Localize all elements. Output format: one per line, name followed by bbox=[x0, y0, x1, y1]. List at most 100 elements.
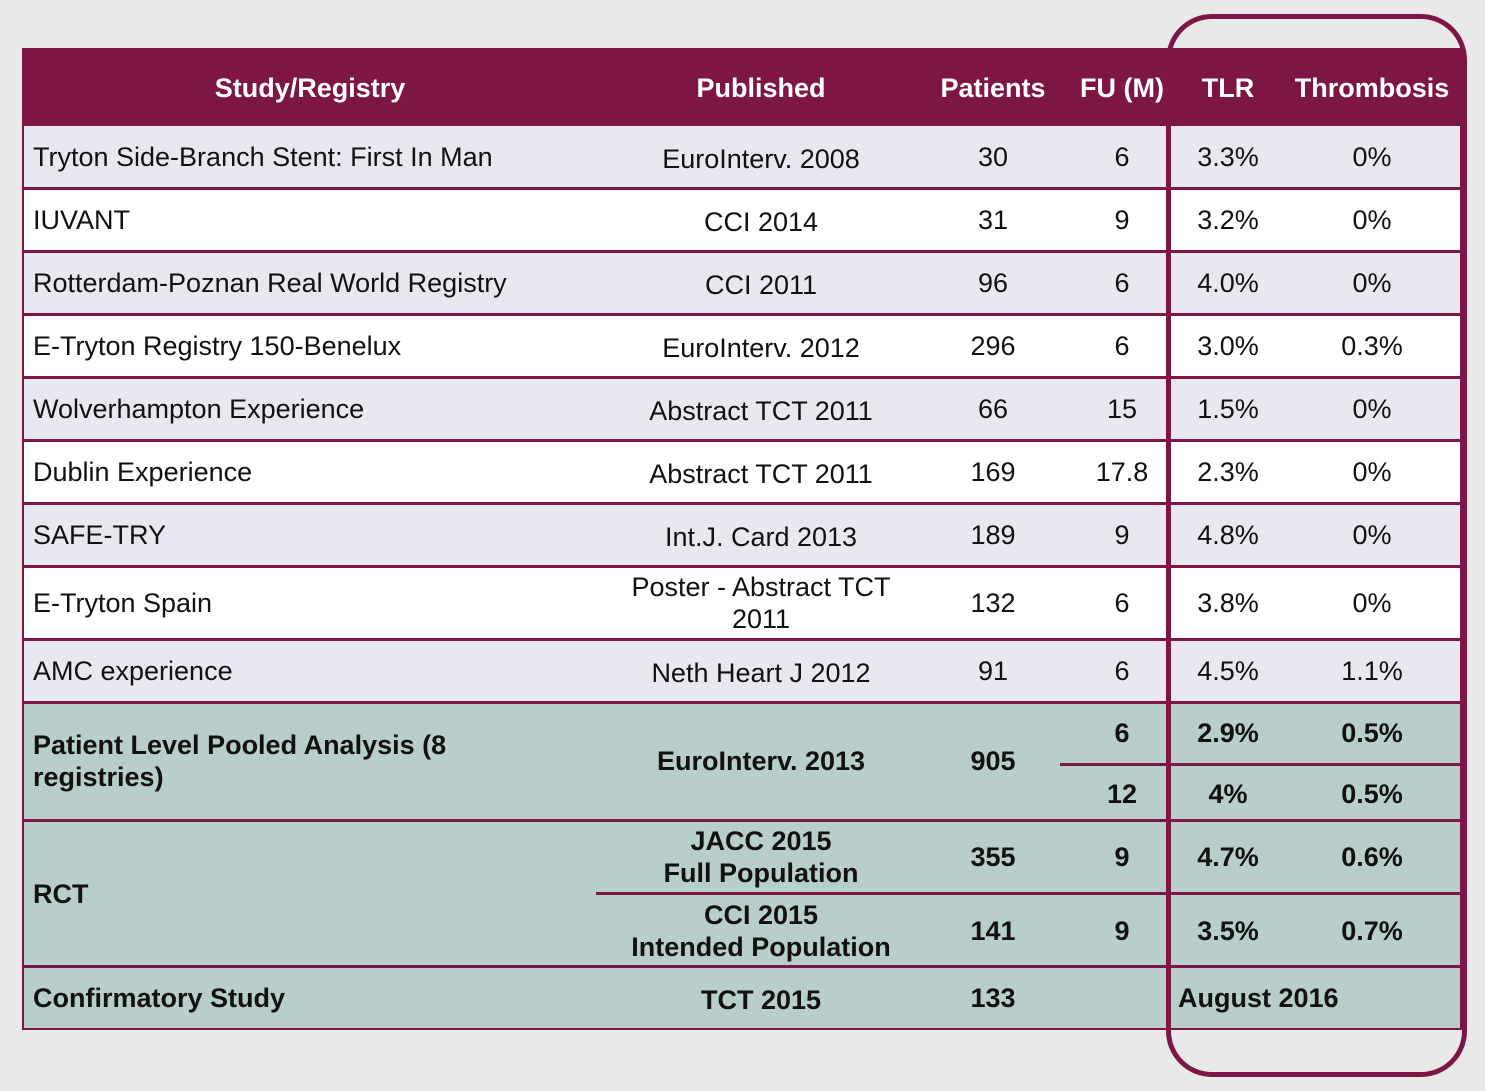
row-thrombosis: 0% bbox=[1352, 457, 1392, 487]
rct-thrombosis-2: 0.7% bbox=[1341, 916, 1403, 946]
row-divider bbox=[24, 965, 1460, 968]
pooled-study-line1: Patient Level Pooled Analysis (8 bbox=[33, 730, 447, 760]
row-fu: 17.8 bbox=[1095, 457, 1149, 487]
header-fu: FU (M) bbox=[1080, 73, 1164, 103]
row-patients: 132 bbox=[970, 588, 1016, 618]
row-thrombosis: 0% bbox=[1352, 205, 1392, 235]
row-thrombosis: 0% bbox=[1352, 588, 1392, 618]
header-thrombosis: Thrombosis bbox=[1294, 73, 1450, 103]
rct-patients-1: 355 bbox=[970, 842, 1016, 872]
table-row bbox=[24, 640, 1460, 702]
results-table: Study/Registry Published Patients FU (M)… bbox=[22, 48, 1462, 1030]
pooled-tlr-6: 2.9% bbox=[1197, 718, 1259, 748]
row-study: E-Tryton Spain bbox=[33, 588, 213, 618]
rct-tlr-1: 4.7% bbox=[1197, 842, 1259, 872]
pooled-fu-12: 12 bbox=[1106, 778, 1138, 809]
column-divider bbox=[1167, 126, 1170, 1030]
row-divider bbox=[24, 701, 1460, 704]
confirmatory-patients: 133 bbox=[970, 983, 1016, 1013]
table-row bbox=[24, 189, 1460, 251]
rct-tlr-2: 3.5% bbox=[1197, 916, 1259, 946]
row-divider bbox=[24, 565, 1460, 568]
row-thrombosis: 0% bbox=[1352, 142, 1392, 172]
header-study: Study/Registry bbox=[214, 73, 406, 103]
row-divider bbox=[24, 187, 1460, 190]
sub-divider bbox=[596, 892, 1460, 895]
row-published: CCI 2014 bbox=[703, 207, 819, 237]
row-tlr: 4.8% bbox=[1197, 520, 1259, 550]
pooled-thrombosis-12: 0.5% bbox=[1341, 778, 1403, 809]
row-patients: 66 bbox=[977, 394, 1009, 424]
rct-fu-1: 9 bbox=[1114, 842, 1130, 872]
rct-published-2-line1: CCI 2015 bbox=[703, 900, 819, 930]
pooled-published: EuroInterv. 2013 bbox=[656, 746, 866, 776]
pooled-tlr-12: 4% bbox=[1208, 778, 1248, 809]
header-tlr: TLR bbox=[1201, 73, 1255, 103]
row-published-line1: Poster - Abstract TCT bbox=[631, 572, 891, 602]
row-patients: 296 bbox=[970, 331, 1016, 361]
row-tlr: 4.5% bbox=[1197, 656, 1259, 686]
table-row bbox=[24, 126, 1460, 188]
confirmatory-row bbox=[24, 968, 1460, 1028]
row-fu: 9 bbox=[1114, 205, 1130, 235]
row-study: SAFE-TRY bbox=[33, 520, 167, 550]
row-patients: 31 bbox=[977, 205, 1009, 235]
row-thrombosis: 0% bbox=[1352, 394, 1392, 424]
row-patients: 189 bbox=[970, 520, 1016, 550]
row-fu: 6 bbox=[1114, 331, 1130, 361]
row-study: Rotterdam-Poznan Real World Registry bbox=[33, 268, 507, 298]
row-tlr: 3.2% bbox=[1197, 205, 1259, 235]
row-thrombosis: 1.1% bbox=[1341, 656, 1403, 686]
row-divider bbox=[24, 502, 1460, 505]
row-study: Tryton Side-Branch Stent: First In Man bbox=[33, 142, 493, 172]
row-tlr: 4.0% bbox=[1197, 268, 1259, 298]
row-patients: 30 bbox=[977, 142, 1009, 172]
table-row bbox=[24, 315, 1460, 377]
row-published: CCI 2011 bbox=[704, 270, 818, 300]
rct-published-1: JACC 2015 Full Population bbox=[596, 822, 926, 892]
header-patients: Patients bbox=[940, 73, 1046, 103]
pooled-row bbox=[24, 703, 1460, 819]
confirmatory-result: August 2016 bbox=[1178, 983, 1339, 1013]
row-thrombosis: 0% bbox=[1352, 520, 1392, 550]
confirmatory-published: TCT 2015 bbox=[700, 985, 822, 1015]
rct-study: RCT bbox=[33, 879, 89, 909]
pooled-study: Patient Level Pooled Analysis (8 registr… bbox=[24, 703, 596, 819]
row-tlr: 1.5% bbox=[1197, 394, 1259, 424]
row-tlr: 3.0% bbox=[1197, 331, 1259, 361]
row-published: Poster - Abstract TCT 2011 bbox=[596, 567, 926, 639]
rct-published-1-line2: Full Population bbox=[663, 858, 859, 888]
table-row bbox=[24, 252, 1460, 314]
table-row bbox=[24, 378, 1460, 440]
row-divider bbox=[24, 819, 1460, 822]
row-fu: 15 bbox=[1106, 394, 1138, 424]
row-published: Neth Heart J 2012 bbox=[651, 658, 871, 688]
header-published: Published bbox=[696, 73, 826, 103]
row-study: E-Tryton Registry 150-Benelux bbox=[33, 331, 402, 361]
row-study: Dublin Experience bbox=[33, 457, 253, 487]
row-fu: 6 bbox=[1114, 268, 1130, 298]
rct-published-1-line1: JACC 2015 bbox=[690, 826, 832, 856]
row-patients: 91 bbox=[977, 656, 1009, 686]
pooled-patients: 905 bbox=[970, 746, 1016, 776]
row-tlr: 3.3% bbox=[1197, 142, 1259, 172]
row-fu: 6 bbox=[1114, 142, 1130, 172]
row-published: Abstract TCT 2011 bbox=[649, 459, 873, 489]
row-study: Wolverhampton Experience bbox=[33, 394, 365, 424]
rct-thrombosis-1: 0.6% bbox=[1341, 842, 1403, 872]
row-thrombosis: 0% bbox=[1352, 268, 1392, 298]
row-divider bbox=[24, 439, 1460, 442]
table-row bbox=[24, 441, 1460, 503]
row-patients: 169 bbox=[970, 457, 1016, 487]
header-row bbox=[24, 50, 1460, 126]
row-fu: 6 bbox=[1114, 588, 1130, 618]
row-study: IUVANT bbox=[33, 205, 131, 235]
pooled-study-line2: registries) bbox=[33, 762, 164, 792]
rct-fu-2: 9 bbox=[1114, 916, 1130, 946]
row-divider bbox=[24, 250, 1460, 253]
row-divider bbox=[24, 313, 1460, 316]
pooled-fu-6: 6 bbox=[1114, 718, 1130, 748]
row-patients: 96 bbox=[977, 268, 1009, 298]
row-thrombosis: 0.3% bbox=[1341, 331, 1403, 361]
row-published-line2: 2011 bbox=[731, 604, 791, 634]
